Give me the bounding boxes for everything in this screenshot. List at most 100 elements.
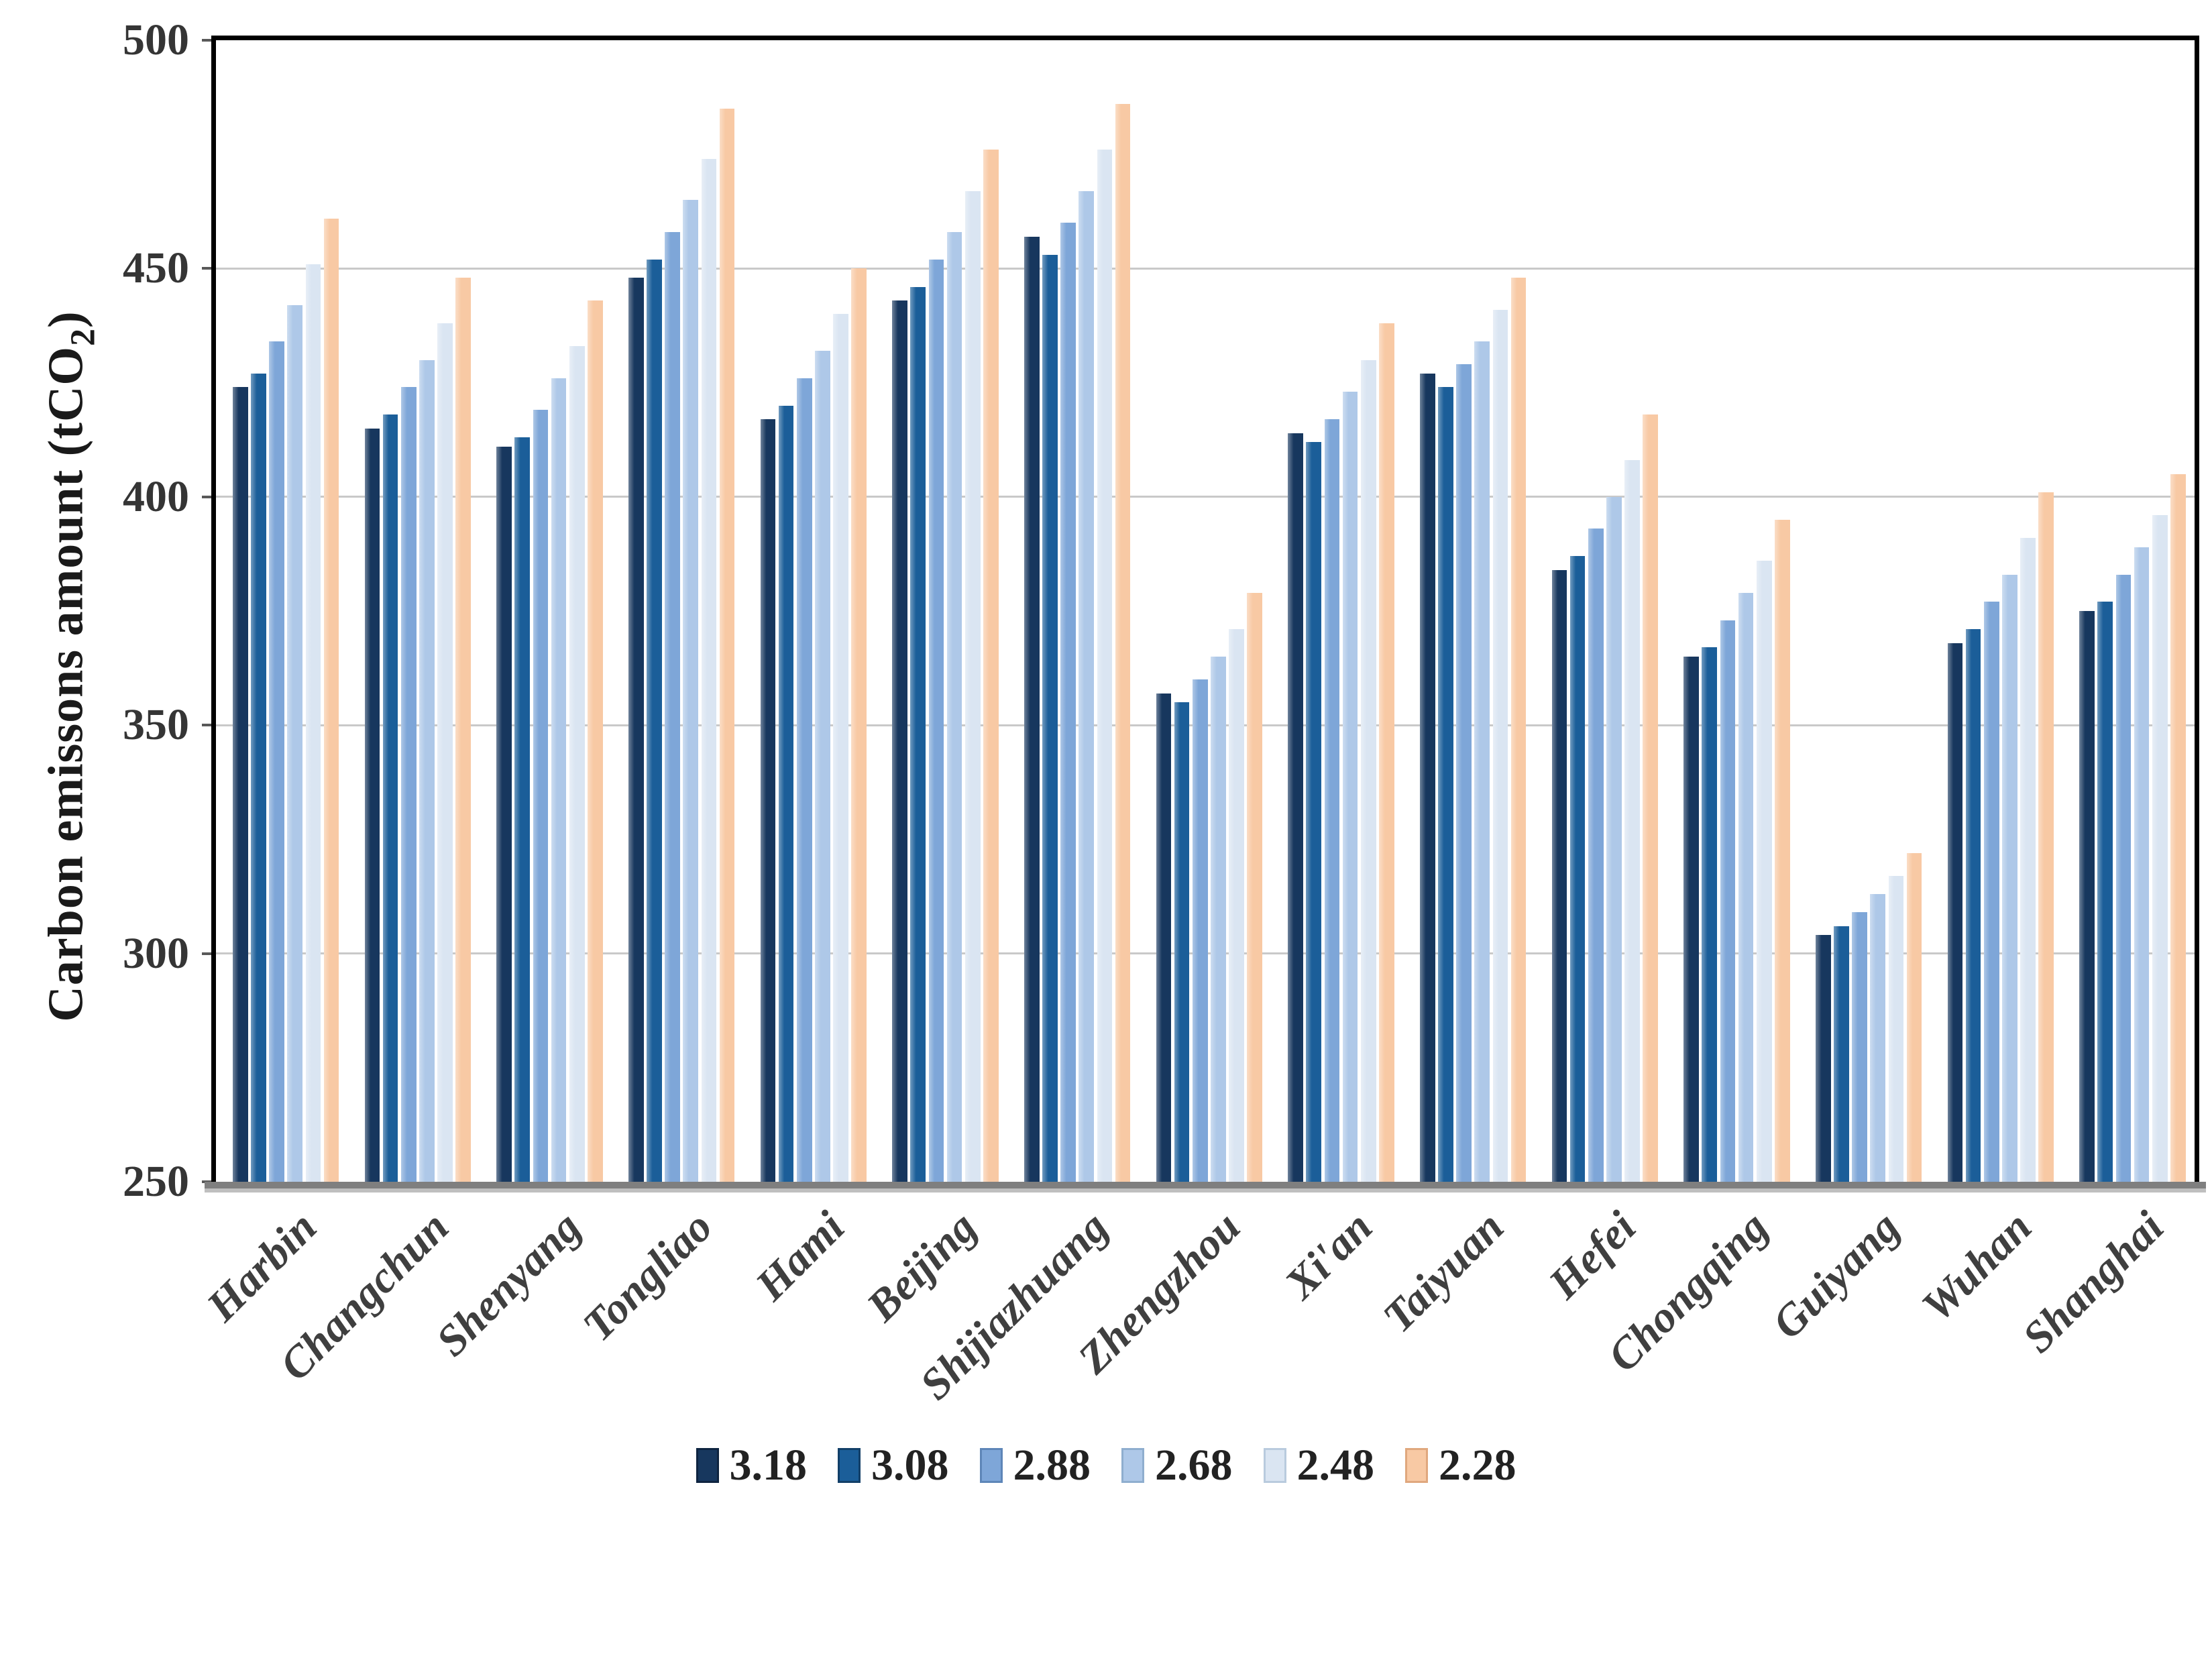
- bar-shijiazhuang-3.18: [1024, 236, 1040, 1182]
- bar-chongqing-2.48: [1756, 561, 1772, 1182]
- bar-guiyang-3.08: [1834, 926, 1849, 1182]
- bar-shanghai-2.48: [2152, 515, 2168, 1182]
- bar-beijing-2.28: [983, 150, 999, 1182]
- bar-shijiazhuang-2.88: [1060, 223, 1076, 1182]
- bar-shijiazhuang-2.68: [1079, 190, 1095, 1182]
- bar-hami-2.48: [833, 314, 848, 1182]
- bar-highlight: [1492, 309, 1508, 1182]
- legend-swatch-2.88: [979, 1448, 1003, 1483]
- bar-chongqing-2.28: [1775, 519, 1790, 1182]
- bar-highlight: [1324, 419, 1340, 1182]
- y-tick-mark-350: [202, 724, 211, 727]
- bar-highlight: [551, 378, 567, 1182]
- bar-harbin-2.48: [305, 264, 321, 1182]
- bar-highlight: [2020, 538, 2036, 1182]
- bar-changchun-2.28: [455, 278, 471, 1182]
- y-tick-mark-400: [202, 495, 211, 498]
- bar-highlight: [647, 259, 662, 1182]
- bar-shenyang-3.18: [496, 446, 512, 1182]
- legend-swatch-3.08: [838, 1448, 861, 1483]
- y-tick-450: 450: [123, 243, 189, 293]
- legend-swatch-2.68: [1121, 1448, 1144, 1483]
- bar-xian-2.68: [1342, 392, 1358, 1182]
- bar-highlight: [1306, 442, 1322, 1182]
- bar-taiyuan-2.28: [1510, 278, 1527, 1182]
- bar-wuhan-2.68: [2002, 574, 2017, 1182]
- bar-highlight: [1588, 529, 1604, 1182]
- bar-highlight: [437, 323, 453, 1182]
- bar-highlight: [796, 378, 812, 1182]
- bar-highlight: [815, 350, 830, 1182]
- bar-highlight: [2170, 474, 2186, 1182]
- bar-highlight: [833, 314, 848, 1182]
- legend-item-2.28: 2.28: [1405, 1443, 1516, 1488]
- bar-highlight: [1360, 359, 1376, 1182]
- y-tick-500: 500: [123, 15, 189, 64]
- bar-highlight: [1247, 592, 1262, 1182]
- bar-beijing-2.68: [946, 231, 962, 1182]
- y-tick-mark-450: [202, 267, 211, 270]
- legend: 3.18 3.08 2.88 2.68 2.48 2.28: [0, 1443, 2212, 1488]
- bar-zhengzhou-3.08: [1174, 702, 1190, 1182]
- bar-changchun-2.88: [400, 387, 417, 1182]
- bar-guiyang-3.18: [1816, 935, 1831, 1182]
- bar-hami-2.68: [815, 350, 830, 1182]
- bar-highlight: [1229, 629, 1244, 1182]
- bar-hami-2.88: [796, 378, 812, 1182]
- bar-xian-2.48: [1360, 359, 1376, 1182]
- bar-highlight: [305, 264, 321, 1182]
- bar-highlight: [588, 300, 603, 1182]
- bar-harbin-2.68: [287, 304, 303, 1182]
- bar-highlight: [1156, 693, 1172, 1182]
- bar-guiyang-2.68: [1870, 894, 1886, 1182]
- bar-tongliao-2.68: [683, 200, 699, 1182]
- bar-highlight: [1775, 519, 1790, 1182]
- bar-highlight: [1060, 223, 1076, 1182]
- bar-shanghai-3.18: [2079, 611, 2095, 1182]
- bar-highlight: [1024, 236, 1040, 1182]
- bar-tongliao-3.08: [647, 259, 662, 1182]
- bar-taiyuan-2.48: [1492, 309, 1508, 1182]
- bar-highlight: [1115, 104, 1131, 1182]
- bar-highlight: [760, 419, 776, 1182]
- bar-highlight: [1551, 569, 1567, 1182]
- bar-highlight: [1947, 643, 1963, 1182]
- legend-label-3.18: 3.18: [729, 1441, 808, 1490]
- bar-guiyang-2.48: [1888, 875, 1904, 1182]
- bar-shanghai-2.68: [2134, 547, 2150, 1182]
- bar-highlight: [233, 387, 248, 1182]
- bar-changchun-2.68: [419, 359, 435, 1182]
- bar-highlight: [683, 200, 699, 1182]
- bar-highlight: [569, 346, 585, 1182]
- bar-highlight: [1816, 935, 1831, 1182]
- bar-shijiazhuang-3.08: [1042, 254, 1058, 1182]
- y-axis-title-text: Carbon emissons amount (tCO: [38, 346, 94, 1022]
- bar-highlight: [1624, 460, 1640, 1182]
- bar-harbin-2.28: [323, 218, 339, 1182]
- bar-highlight: [851, 268, 867, 1182]
- bar-harbin-3.18: [233, 387, 248, 1182]
- bar-changchun-2.48: [437, 323, 453, 1182]
- frame-right: [2195, 36, 2199, 1182]
- bar-highlight: [1569, 556, 1586, 1182]
- legend-item-2.68: 2.68: [1121, 1443, 1233, 1488]
- bar-changchun-3.08: [382, 414, 398, 1182]
- bar-zhengzhou-2.68: [1211, 657, 1226, 1182]
- legend-swatch-2.48: [1263, 1448, 1286, 1483]
- bar-highlight: [983, 150, 999, 1182]
- bar-highlight: [2115, 574, 2132, 1182]
- x-axis-line-dark: [205, 1182, 2206, 1188]
- bar-highlight: [2152, 515, 2168, 1182]
- bar-zhengzhou-2.88: [1192, 679, 1208, 1182]
- bar-beijing-3.08: [910, 286, 926, 1182]
- bar-highlight: [496, 446, 512, 1182]
- bar-beijing-2.88: [928, 259, 944, 1182]
- bar-highlight: [628, 278, 644, 1182]
- bar-shenyang-2.48: [569, 346, 585, 1182]
- bar-highlight: [1420, 373, 1435, 1182]
- bar-highlight: [928, 259, 944, 1182]
- bar-guiyang-2.88: [1852, 912, 1867, 1182]
- x-axis-line-shadow: [205, 1188, 2206, 1192]
- bar-tongliao-2.88: [665, 231, 680, 1182]
- y-tick-mark-500: [202, 39, 211, 42]
